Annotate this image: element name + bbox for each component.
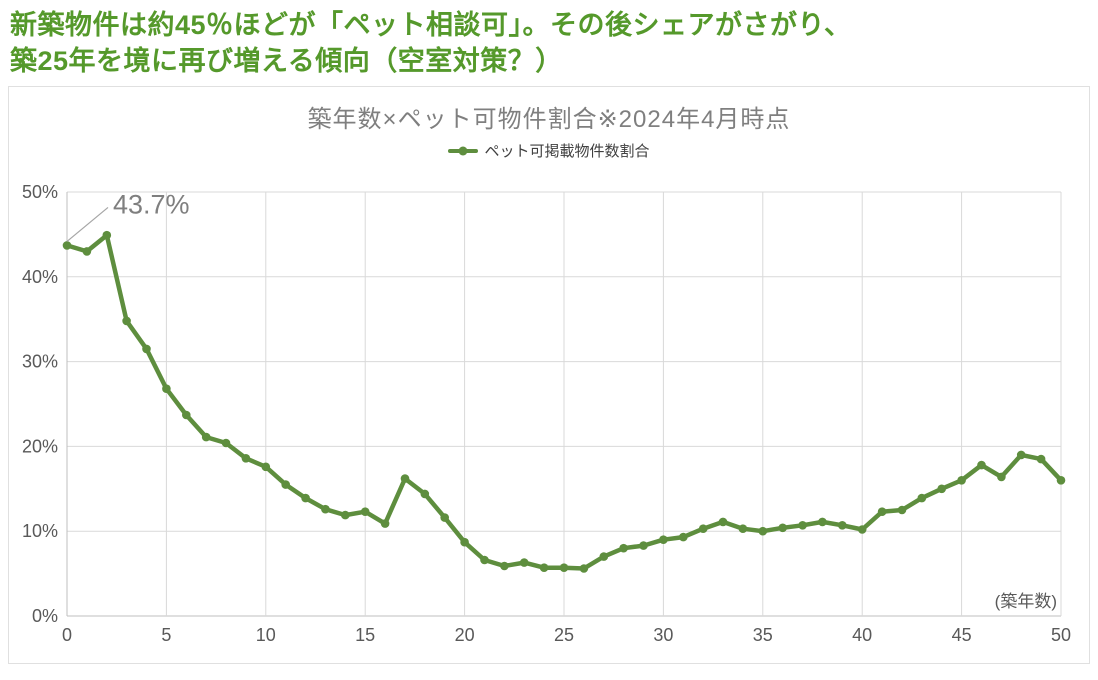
x-tick-label: 20 xyxy=(455,625,475,645)
data-point xyxy=(82,246,92,256)
data-point xyxy=(360,507,370,516)
data-point xyxy=(321,504,330,514)
y-tick-label: 0% xyxy=(32,606,58,626)
x-tick-label: 30 xyxy=(653,625,673,645)
data-point xyxy=(897,505,907,515)
data-point xyxy=(221,438,231,448)
data-point xyxy=(619,543,628,553)
data-point xyxy=(957,475,966,485)
data-point xyxy=(281,480,291,489)
x-axis-unit-label: (築年数) xyxy=(995,592,1057,611)
data-point xyxy=(539,563,549,572)
chart-title: 築年数×ペット可物件割合※2024年4月時点 xyxy=(307,105,791,133)
y-tick-label: 30% xyxy=(22,351,58,371)
data-point xyxy=(738,524,748,533)
data-point xyxy=(798,520,807,530)
legend: ペット可掲載物件数割合 xyxy=(9,142,1089,160)
data-point xyxy=(380,519,390,528)
data-point xyxy=(857,525,867,534)
data-point xyxy=(261,462,271,471)
x-tick-label: 10 xyxy=(256,625,276,645)
data-point xyxy=(977,460,986,470)
data-point xyxy=(460,537,469,547)
data-point xyxy=(698,524,708,533)
data-point xyxy=(838,520,847,530)
data-point xyxy=(341,510,350,520)
data-point xyxy=(201,432,211,442)
data-point xyxy=(480,555,489,565)
annotation-leader-line xyxy=(66,206,109,242)
data-point xyxy=(241,453,251,463)
data-point xyxy=(758,526,768,536)
data-point xyxy=(997,472,1006,482)
data-point xyxy=(877,507,887,516)
y-tick-label: 50% xyxy=(22,182,58,202)
legend-label: ペット可掲載物件数割合 xyxy=(484,143,650,161)
x-tick-label: 0 xyxy=(62,625,72,645)
data-point xyxy=(659,535,668,544)
data-point xyxy=(1016,450,1026,460)
data-point xyxy=(142,344,151,354)
data-point xyxy=(102,230,112,240)
x-tick-label: 50 xyxy=(1051,625,1071,645)
data-point xyxy=(162,384,171,393)
x-tick-label: 40 xyxy=(852,625,872,645)
data-point xyxy=(679,532,688,542)
data-point xyxy=(818,517,827,527)
data-point xyxy=(718,517,728,527)
data-point xyxy=(500,561,509,571)
x-tick-label: 25 xyxy=(554,625,574,645)
y-tick-label: 40% xyxy=(22,267,58,287)
data-point xyxy=(559,563,569,572)
data-point xyxy=(301,493,310,503)
data-point xyxy=(182,410,191,420)
data-point xyxy=(122,316,131,326)
headline-line1: 新築物件は約45％ほどが「ペット相談可」。その後シェアがさがり、 xyxy=(10,10,852,40)
data-point xyxy=(917,493,927,503)
line-chart: 0% 10% 20% 30% 40% 50% 0 5 10 15 20 25 30 35 40 45 50 (築年… xyxy=(22,182,1071,645)
data-point xyxy=(420,489,430,499)
legend-dot-icon xyxy=(458,146,468,156)
data-point xyxy=(937,484,946,493)
data-point xyxy=(400,474,410,483)
legend-line-marker-icon xyxy=(448,146,479,156)
data-point xyxy=(778,523,787,532)
data-point xyxy=(62,240,72,250)
x-tick-label: 45 xyxy=(952,625,972,645)
data-point xyxy=(599,552,609,561)
data-point xyxy=(1056,475,1066,485)
x-tick-label: 5 xyxy=(161,625,171,645)
data-point xyxy=(1036,454,1046,464)
headline: 新築物件は約45％ほどが「ペット相談可」。その後シェアがさがり、 築25年を境に… xyxy=(0,0,1098,84)
annotation-label: 43.7% xyxy=(113,189,190,219)
data-point xyxy=(519,558,529,567)
y-tick-label: 10% xyxy=(22,521,58,541)
data-point xyxy=(639,541,648,550)
data-point xyxy=(440,513,450,522)
chart-card: 築年数×ペット可物件割合※2024年4月時点 ペット可掲載物件数割合 0% 10%… xyxy=(8,85,1090,664)
data-point xyxy=(579,564,589,573)
x-tick-label: 35 xyxy=(753,625,773,645)
x-tick-label: 15 xyxy=(355,625,375,645)
headline-line2: 築25年を境に再び増える傾向（空室対策？） xyxy=(10,45,563,76)
y-tick-label: 20% xyxy=(22,436,58,456)
